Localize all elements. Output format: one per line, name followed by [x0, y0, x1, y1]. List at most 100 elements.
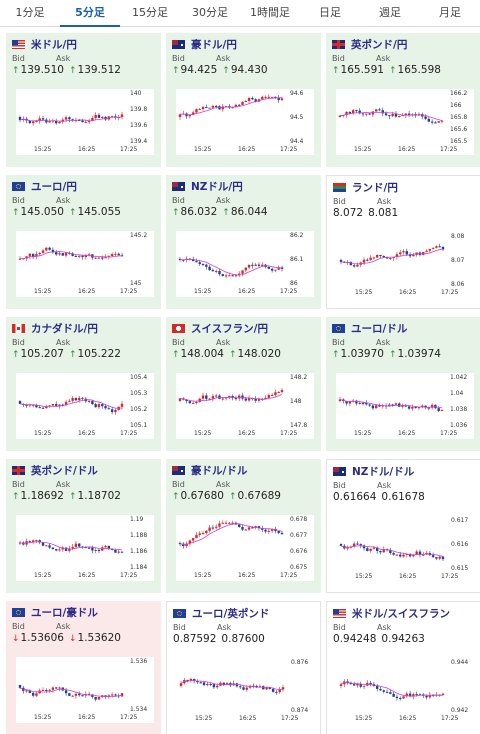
rate-card[interactable]: 英ポンド/ドル Bid Ask ↑1.18692 ↑1.18702 1.19 1.188 1.…: [6, 459, 161, 593]
rate-card[interactable]: 英ポンド/円 Bid Ask ↑165.591 ↑165.598 166.2 166 165.…: [326, 33, 480, 167]
bid-label: Bid: [12, 54, 25, 63]
candle-body: [398, 116, 401, 118]
candle-body: [238, 273, 241, 276]
currency-pair-link[interactable]: 英ポンド/円: [351, 38, 408, 51]
candlestick-chart[interactable]: 0.944 0.942 15:25 16:25 17:25: [337, 658, 475, 724]
bid-price: ↑139.510: [12, 64, 64, 76]
moving-average-line: [19, 687, 123, 697]
candle-body: [25, 404, 28, 406]
bid-label: Bid: [333, 481, 346, 490]
candlestick-chart[interactable]: 105.4 105.3 105.2 105.1 15:25 16:25 17:25: [16, 373, 154, 439]
rate-card[interactable]: ユーロ/英ポンド Bid Ask 0.87592 0.87600 0.876 0.874 15…: [166, 601, 321, 734]
tab-5[interactable]: 日足: [319, 6, 341, 19]
candlestick-chart[interactable]: 166.2 166 165.8 165.6 165.5 15:25 16:25 17:25: [336, 89, 474, 155]
currency-pair-link[interactable]: ユーロ/ドル: [351, 322, 408, 335]
candlestick-chart[interactable]: 1.19 1.188 1.186 1.184 15:25 16:25 17:25: [16, 515, 154, 581]
currency-pair-link[interactable]: 豪ドル/円: [191, 38, 237, 51]
rate-card[interactable]: ユーロ/ドル Bid Ask ↑1.03970 ↑1.03974 1.042 1.04 1.0…: [326, 317, 480, 451]
currency-pair-link[interactable]: 豪ドル/ドル: [191, 464, 248, 477]
moving-average-line: [340, 545, 444, 557]
ask-label: Ask: [56, 196, 71, 205]
price-labels: Bid Ask: [333, 481, 474, 491]
candle-body: [54, 252, 58, 255]
candle-body: [178, 114, 182, 117]
y-tick-label: 94.6: [290, 90, 304, 97]
tab-0[interactable]: 1分足: [15, 6, 45, 19]
candlestick-chart[interactable]: 94.6 94.5 94.4 15:25 16:25 17:25: [176, 89, 314, 155]
candle-body: [241, 526, 244, 530]
candlestick-chart[interactable]: 0.617 0.616 0.615 15:25 16:25 17:25: [337, 516, 475, 582]
rate-card[interactable]: カナダドル/円 Bid Ask ↑105.207 ↑105.222 105.4 105.3 1…: [6, 317, 161, 451]
ask-value: 8.081: [368, 207, 399, 219]
tab-1[interactable]: 5分足: [60, 0, 120, 27]
candle-body: [234, 398, 238, 400]
candle-body: [359, 683, 362, 687]
rate-card[interactable]: NZドル/ドル Bid Ask 0.61664 0.61678 0.617 0.616 0.6…: [326, 459, 480, 593]
candlestick-chart[interactable]: 0.876 0.874 15:25 16:25 17:25: [177, 658, 315, 724]
currency-pair-link[interactable]: ランド/円: [352, 181, 398, 194]
tab-4[interactable]: 1時間足: [250, 6, 290, 19]
candle-body: [178, 259, 182, 260]
candle-body: [274, 96, 277, 98]
rate-card[interactable]: ユーロ/豪ドル Bid Ask ↓1.53606 ↓1.53620 1.536 1.534 1…: [6, 601, 161, 734]
candle-body: [434, 404, 437, 409]
rate-card[interactable]: 米ドル/円 Bid Ask ↑139.510 ↑139.512 140 139.8 139.6…: [6, 33, 161, 167]
rate-card[interactable]: NZドル/円 Bid Ask ↑86.032 ↑86.044 86.2 86.1 86 15:2…: [166, 175, 321, 309]
candle-body: [214, 105, 218, 107]
rate-card[interactable]: 米ドル/スイスフラン Bid Ask 0.94248 0.94263 0.944 0.942…: [326, 601, 480, 734]
candle-body: [352, 265, 356, 267]
candle-body: [48, 689, 51, 691]
candle-body: [229, 683, 232, 686]
currency-pair-link[interactable]: NZドル/円: [191, 180, 243, 193]
candlestick-chart[interactable]: 0.678 0.677 0.676 0.675 15:25 16:25 17:25: [176, 515, 314, 581]
candle-body: [107, 545, 111, 549]
rate-card[interactable]: ランド/円 Bid Ask 8.072 8.081 8.08 8.07 8.06 15:25 16…: [326, 175, 480, 309]
ask-label: Ask: [216, 480, 231, 489]
tab-3[interactable]: 30分足: [192, 6, 228, 19]
currency-pair-link[interactable]: 英ポンド/ドル: [31, 464, 98, 477]
candlestick-chart[interactable]: 1.536 1.534 15:25 16:25 17:25: [16, 657, 154, 723]
candle-body: [211, 105, 215, 108]
rate-card[interactable]: 豪ドル/ドル Bid Ask ↑0.67680 ↑0.67689 0.678 0.677 0.…: [166, 459, 321, 593]
x-tick-label: 15:25: [354, 430, 372, 437]
moving-average-line: [340, 682, 444, 697]
candle-body: [234, 104, 238, 108]
candlestick-chart[interactable]: 145.2 145 15:25 16:25 17:25: [16, 231, 154, 297]
arrow-down-icon: ↓: [12, 634, 20, 644]
candle-body: [208, 107, 211, 109]
ask-label: Ask: [376, 54, 391, 63]
candle-body: [368, 404, 371, 406]
currency-pair-link[interactable]: スイスフラン/円: [191, 322, 269, 335]
x-tick-label: 15:25: [195, 715, 213, 722]
tab-6[interactable]: 週足: [379, 6, 401, 19]
candle-body: [257, 264, 261, 266]
card-title: ユーロ/英ポンド: [173, 605, 314, 621]
candle-body: [251, 264, 254, 266]
bid-price: ↑165.591: [332, 64, 384, 76]
y-tick-label: 166.2: [450, 90, 468, 97]
currency-pair-link[interactable]: ユーロ/円: [31, 180, 77, 193]
currency-pair-link[interactable]: ユーロ/英ポンド: [192, 607, 270, 620]
currency-pair-link[interactable]: カナダドル/円: [31, 322, 98, 335]
candlestick-chart[interactable]: 8.08 8.07 8.06 15:25 16:25 17:25: [337, 232, 475, 298]
currency-pair-link[interactable]: ユーロ/豪ドル: [31, 606, 98, 619]
x-tick-label: 15:25: [355, 289, 373, 296]
chart-svg: [338, 107, 444, 125]
rate-card[interactable]: スイスフラン/円 Bid Ask ↑148.004 ↑148.020 148.2 148 14…: [166, 317, 321, 451]
tab-7[interactable]: 月足: [439, 6, 461, 19]
candlestick-chart[interactable]: 1.042 1.04 1.038 1.036 15:25 16:25 17:25: [336, 373, 474, 439]
candle-body: [178, 398, 182, 401]
candle-body: [275, 691, 278, 693]
currency-pair-link[interactable]: 米ドル/円: [31, 38, 77, 51]
currency-pair-link[interactable]: 米ドル/スイスフラン: [352, 607, 451, 620]
au-flag-icon: [172, 39, 185, 49]
tab-2[interactable]: 15分足: [132, 6, 168, 19]
rate-card[interactable]: ユーロ/円 Bid Ask ↑145.050 ↑145.055 145.2 145 15:25…: [6, 175, 161, 309]
candlestick-chart[interactable]: 140 139.8 139.6 139.4 15:25 16:25 17:25: [16, 89, 154, 155]
candlestick-chart[interactable]: 148.2 148 147.8 15:25 16:25 17:25: [176, 373, 314, 439]
candle-body: [366, 548, 369, 551]
currency-pair-link[interactable]: NZドル/ドル: [352, 465, 415, 478]
rate-card[interactable]: 豪ドル/円 Bid Ask ↑94.425 ↑94.430 94.6 94.5 94.4 15:…: [166, 33, 321, 167]
candlestick-chart[interactable]: 86.2 86.1 86 15:25 16:25 17:25: [176, 231, 314, 297]
candle-body: [245, 687, 249, 690]
